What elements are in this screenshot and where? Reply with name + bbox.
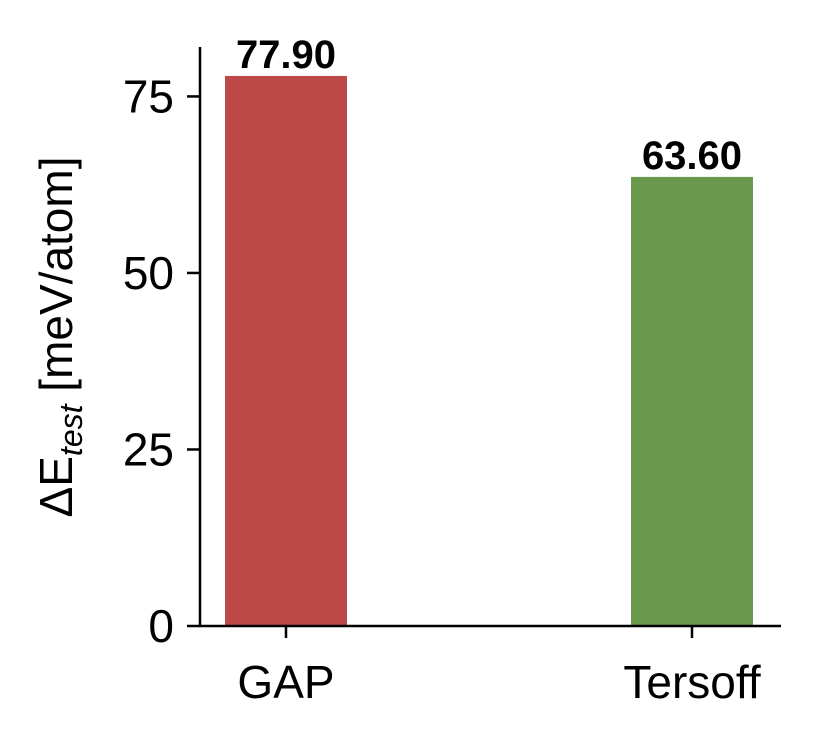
bar-tersoff (631, 176, 753, 627)
x-tick-label: Tersoff (623, 656, 760, 708)
x-tick-label: GAP (237, 656, 334, 708)
y-axis-label: ΔEtest [meV/atom] (30, 157, 89, 518)
y-tick-label: 0 (148, 600, 174, 652)
bar-gap (225, 75, 347, 626)
data-label: 63.60 (642, 134, 742, 178)
y-tick-label: 50 (123, 247, 174, 299)
y-tick-label: 75 (123, 70, 174, 122)
data-label: 77.90 (236, 33, 336, 77)
y-tick-label: 25 (123, 423, 174, 475)
